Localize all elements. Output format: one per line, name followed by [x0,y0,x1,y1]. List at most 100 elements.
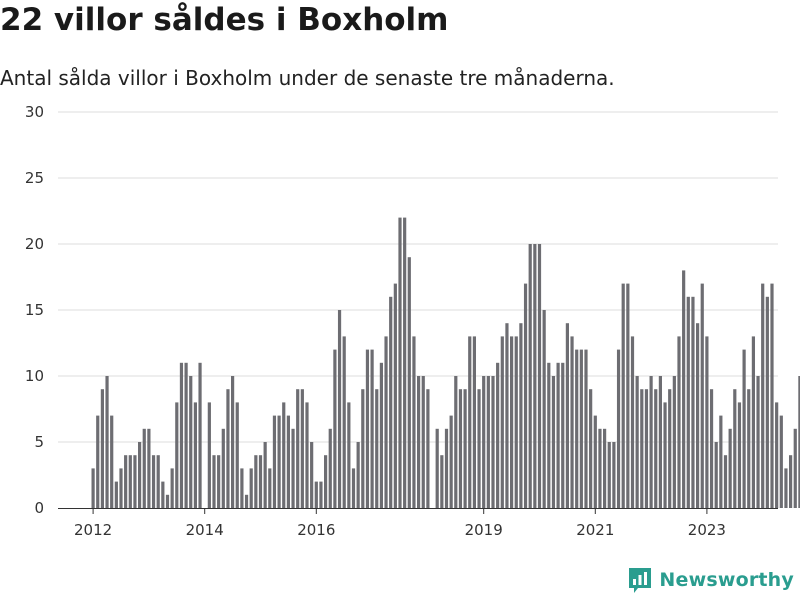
bar [556,362,560,508]
bar [603,428,607,508]
bar [105,376,109,508]
chart-subtitle: Antal sålda villor i Boxholm under de se… [0,66,615,90]
bar [379,362,383,508]
bar [682,270,686,508]
bar [612,442,616,508]
bar [412,336,416,508]
bar [514,336,518,508]
bar [570,336,574,508]
bar [775,402,779,508]
bar [756,376,760,508]
bar [677,336,681,508]
bar [751,336,755,508]
bar [151,455,156,508]
bar [254,455,258,508]
bar [235,402,239,508]
bar [407,257,411,508]
bar [263,442,267,508]
bar [268,468,272,508]
bar [347,402,351,508]
bar [175,402,179,508]
bar [426,389,430,508]
y-tick-label: 20 [25,235,44,253]
bar [589,389,593,508]
bar [686,296,690,508]
bar [584,349,588,508]
x-tick-label: 2016 [297,521,335,539]
bar [398,217,402,508]
bar [403,217,407,508]
brand[interactable]: Newsworthy [627,566,794,594]
bar [477,389,481,508]
x-tick-label: 2021 [576,521,614,539]
bar [198,362,202,508]
bar [417,376,421,508]
bar [365,349,370,508]
bar [537,244,542,508]
x-axis: 2012201420162019202120232025 [58,508,800,539]
bar [221,428,225,508]
bar [184,362,188,508]
bar [91,468,95,508]
bar [110,415,114,508]
bar [505,323,509,508]
bar [244,494,249,508]
y-tick-label: 25 [25,169,44,187]
bar [161,481,165,508]
bar [314,481,318,508]
bar [747,389,751,508]
bar [300,389,304,508]
bar [672,376,676,508]
bar [375,389,379,508]
bar [449,415,453,508]
y-tick-label: 10 [25,367,44,385]
bar [370,349,374,508]
bar [454,376,458,508]
bar [217,455,221,508]
bar [351,468,356,508]
bar [468,336,472,508]
bar [700,283,704,508]
bar [189,376,193,508]
bar [616,349,621,508]
bar [789,455,793,508]
x-tick-label: 2023 [688,521,726,539]
bar [277,415,281,508]
y-tick-label: 0 [34,499,44,517]
bar [282,402,286,508]
bar [500,336,504,508]
bar [714,442,718,508]
bar [635,376,639,508]
bar [779,415,783,508]
bar [542,310,546,508]
bar [523,283,528,508]
bar [598,428,602,508]
bar [296,389,300,508]
bar [100,389,104,508]
bar [393,283,397,508]
bar [212,455,216,508]
bar [179,362,184,508]
bar [444,428,449,508]
bar [240,468,244,508]
bar [119,468,123,508]
bar [533,244,537,508]
newsworthy-logo-icon [629,568,652,593]
bar [361,389,365,508]
bar [440,455,444,508]
bar [421,376,425,508]
bar [658,376,662,508]
bar [551,376,556,508]
bar [705,336,709,508]
bar [389,296,393,508]
bar [328,428,332,508]
bar [337,310,342,508]
bars [91,217,800,508]
bar [626,283,630,508]
bar [142,428,146,508]
chart-title: 22 villor såldes i Boxholm [0,2,449,38]
bar [668,389,672,508]
bar [472,336,476,508]
bar [491,376,495,508]
